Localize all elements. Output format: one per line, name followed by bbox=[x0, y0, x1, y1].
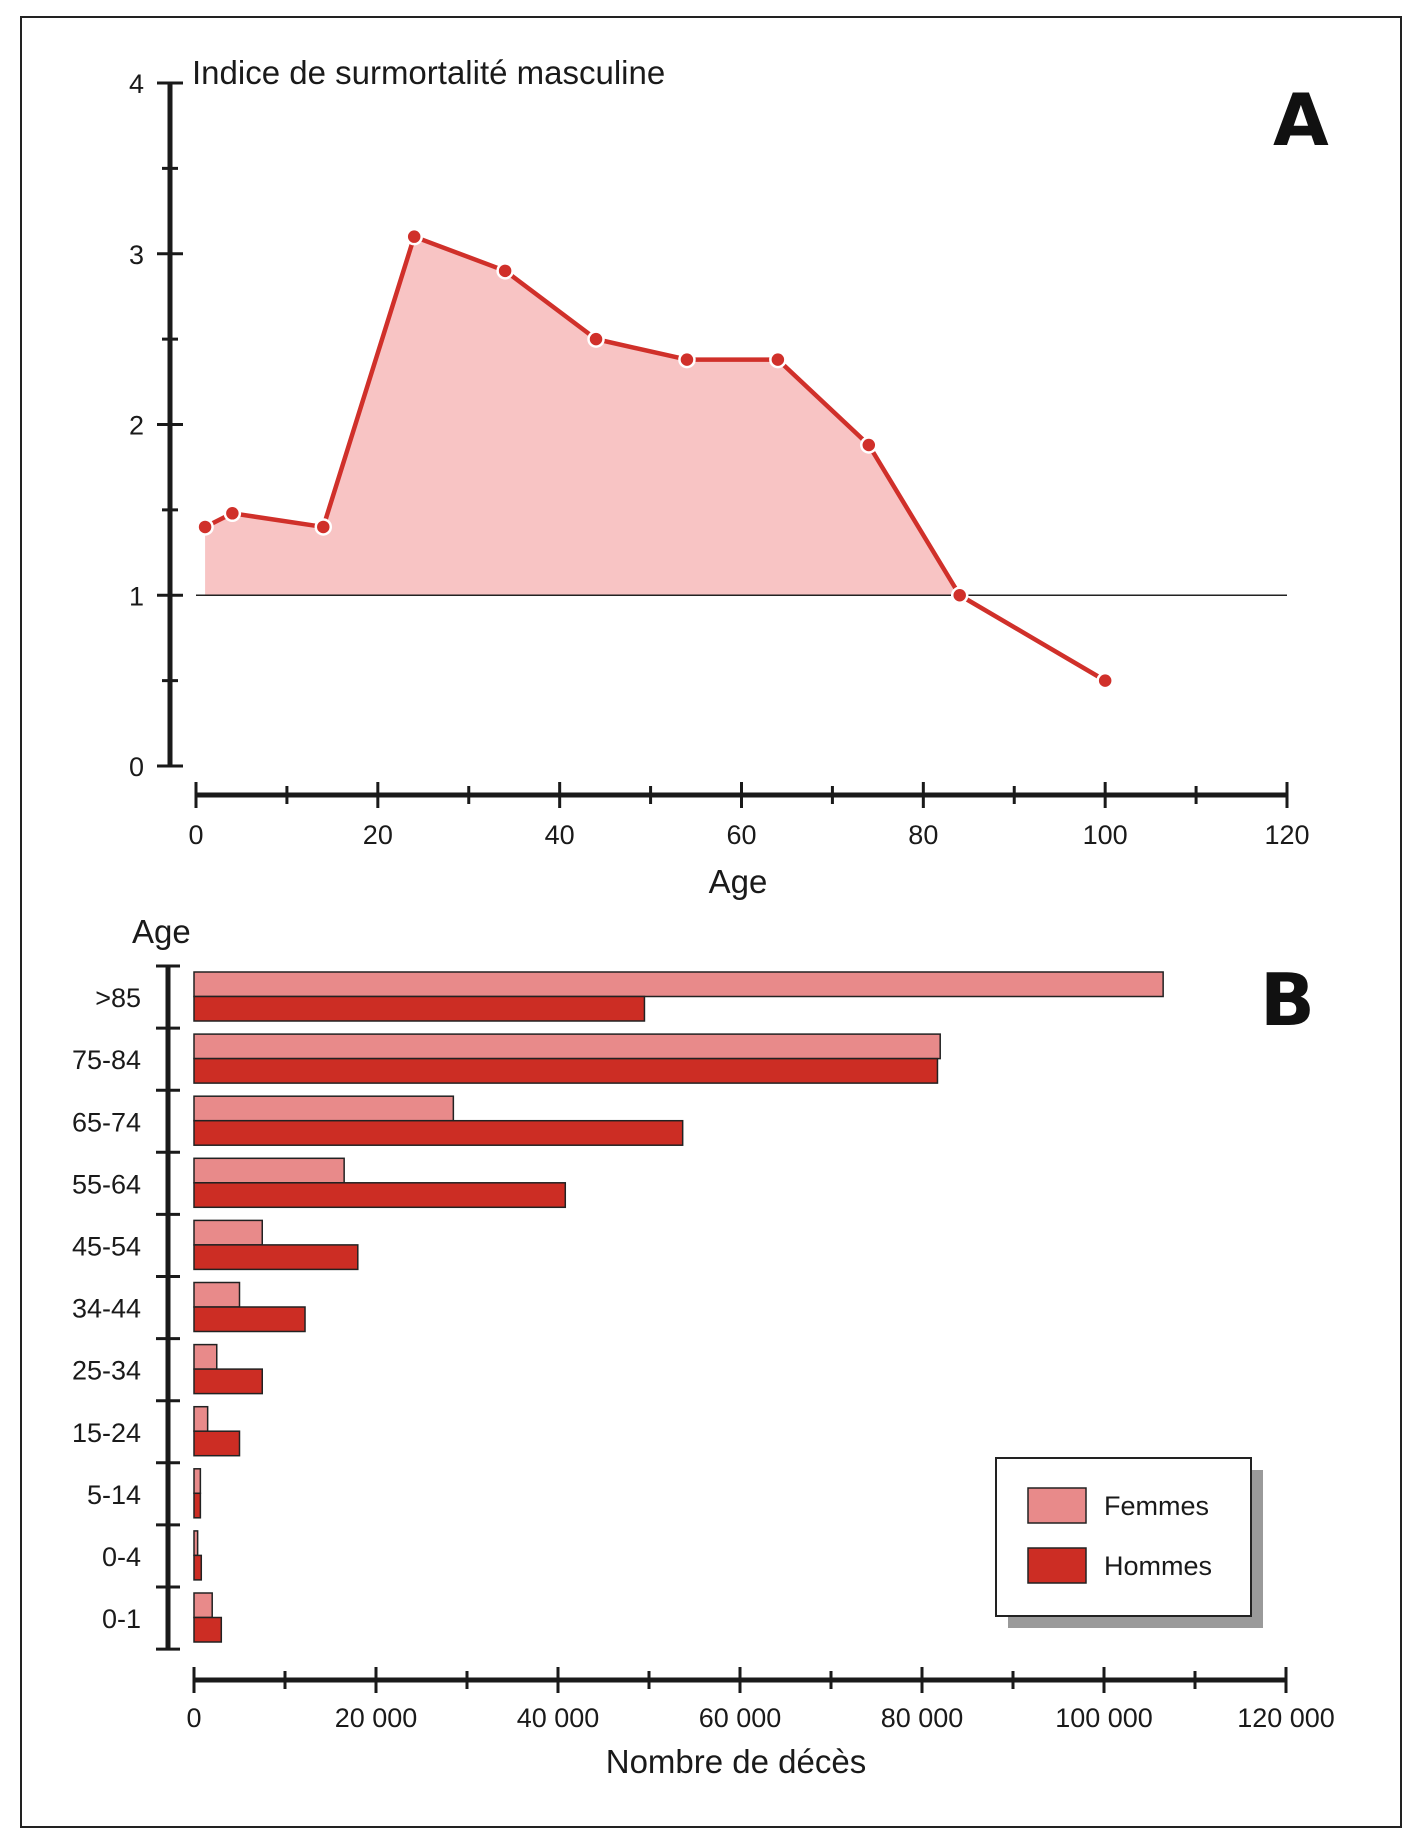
x-tick-label: 40 bbox=[545, 820, 575, 850]
data-point bbox=[196, 518, 214, 536]
x-tick-label: 100 bbox=[1083, 820, 1128, 850]
x-tick-label: 100 000 bbox=[1055, 1703, 1153, 1733]
bar-femmes bbox=[193, 1281, 241, 1308]
x-tick-label: 20 bbox=[363, 820, 393, 850]
chart-a: A Indice de surmortalité masculine 0 1 2 3 4… bbox=[129, 54, 1329, 900]
legend-swatch-hommes bbox=[1027, 1547, 1087, 1584]
chart-b: B Age >85 75-84 65-74 55-64 45-54 34-44 25-34 1… bbox=[72, 913, 1335, 1780]
bar-hommes bbox=[193, 1119, 684, 1146]
x-tick-label: 40 000 bbox=[517, 1703, 600, 1733]
data-point bbox=[769, 350, 787, 369]
bar-hommes bbox=[193, 1368, 263, 1395]
legend-label-hommes: Hommes bbox=[1104, 1551, 1212, 1581]
bar-femmes bbox=[193, 1343, 218, 1370]
category-label: 75-84 bbox=[72, 1045, 141, 1075]
bar-femmes bbox=[193, 971, 1164, 998]
bar-hommes bbox=[193, 1057, 939, 1084]
category-label: 0-1 bbox=[102, 1604, 141, 1634]
data-point bbox=[314, 518, 333, 536]
bar-hommes bbox=[193, 995, 646, 1022]
x-tick-label: 80 000 bbox=[881, 1703, 964, 1733]
x-tick-label: 0 bbox=[188, 820, 203, 850]
x-tick-label: 120 000 bbox=[1237, 1703, 1335, 1733]
data-point bbox=[405, 227, 423, 246]
y-tick-label: 0 bbox=[129, 752, 144, 782]
category-label: 5-14 bbox=[87, 1480, 141, 1510]
bar-hommes bbox=[193, 1430, 241, 1457]
y-tick-label: 2 bbox=[129, 411, 144, 441]
legend-label-femmes: Femmes bbox=[1104, 1491, 1209, 1521]
category-label: 15-24 bbox=[72, 1418, 141, 1448]
y-tick-label: 1 bbox=[129, 581, 144, 611]
bar-femmes bbox=[193, 1033, 941, 1060]
chart-b-y-axis-title: Age bbox=[132, 913, 191, 950]
data-point bbox=[860, 436, 878, 454]
data-point bbox=[496, 262, 514, 280]
bar-hommes bbox=[193, 1492, 202, 1519]
data-point bbox=[223, 504, 242, 523]
data-point bbox=[678, 350, 696, 369]
category-label: 25-34 bbox=[72, 1356, 141, 1386]
bar-femmes bbox=[193, 1095, 455, 1122]
bar-hommes bbox=[193, 1554, 203, 1581]
x-tick-label: 20 000 bbox=[335, 1703, 418, 1733]
category-label: >85 bbox=[95, 983, 141, 1013]
bar-femmes bbox=[193, 1468, 202, 1495]
bar-femmes bbox=[193, 1592, 213, 1619]
x-tick-label: 60 bbox=[726, 820, 756, 850]
category-label: 34-44 bbox=[72, 1294, 141, 1324]
panel-label-a: A bbox=[1273, 78, 1329, 162]
data-point bbox=[950, 586, 969, 604]
x-tick-label: 80 bbox=[908, 820, 938, 850]
bar-hommes bbox=[193, 1244, 359, 1271]
x-tick-label: 120 bbox=[1264, 820, 1309, 850]
legend-swatch-femmes bbox=[1027, 1487, 1087, 1524]
category-label: 45-54 bbox=[72, 1231, 141, 1261]
bar-hommes bbox=[193, 1182, 567, 1209]
y-tick-label: 4 bbox=[129, 69, 144, 99]
chart-b-legend: Femmes Hommes bbox=[995, 1457, 1263, 1628]
bar-hommes bbox=[193, 1306, 306, 1333]
chart-a-title: Indice de surmortalité masculine bbox=[192, 54, 665, 91]
y-tick-label: 3 bbox=[129, 240, 144, 270]
data-point bbox=[587, 330, 605, 348]
bar-femmes bbox=[193, 1530, 199, 1557]
bar-femmes bbox=[193, 1219, 263, 1246]
x-tick-label: 0 bbox=[186, 1703, 201, 1733]
legend-box bbox=[995, 1457, 1252, 1617]
data-point bbox=[1096, 671, 1114, 690]
bar-femmes bbox=[193, 1157, 345, 1184]
chart-a-area bbox=[205, 236, 960, 596]
chart-b-x-axis-title: Nombre de décès bbox=[606, 1743, 866, 1780]
category-label: 0-4 bbox=[102, 1542, 141, 1572]
category-label: 65-74 bbox=[72, 1107, 141, 1137]
panel-label-b: B bbox=[1260, 958, 1315, 1042]
x-tick-label: 60 000 bbox=[699, 1703, 782, 1733]
bar-femmes bbox=[193, 1405, 209, 1432]
bar-hommes bbox=[193, 1616, 223, 1643]
chart-a-x-axis-title: Age bbox=[709, 863, 768, 900]
category-label: 55-64 bbox=[72, 1169, 141, 1199]
